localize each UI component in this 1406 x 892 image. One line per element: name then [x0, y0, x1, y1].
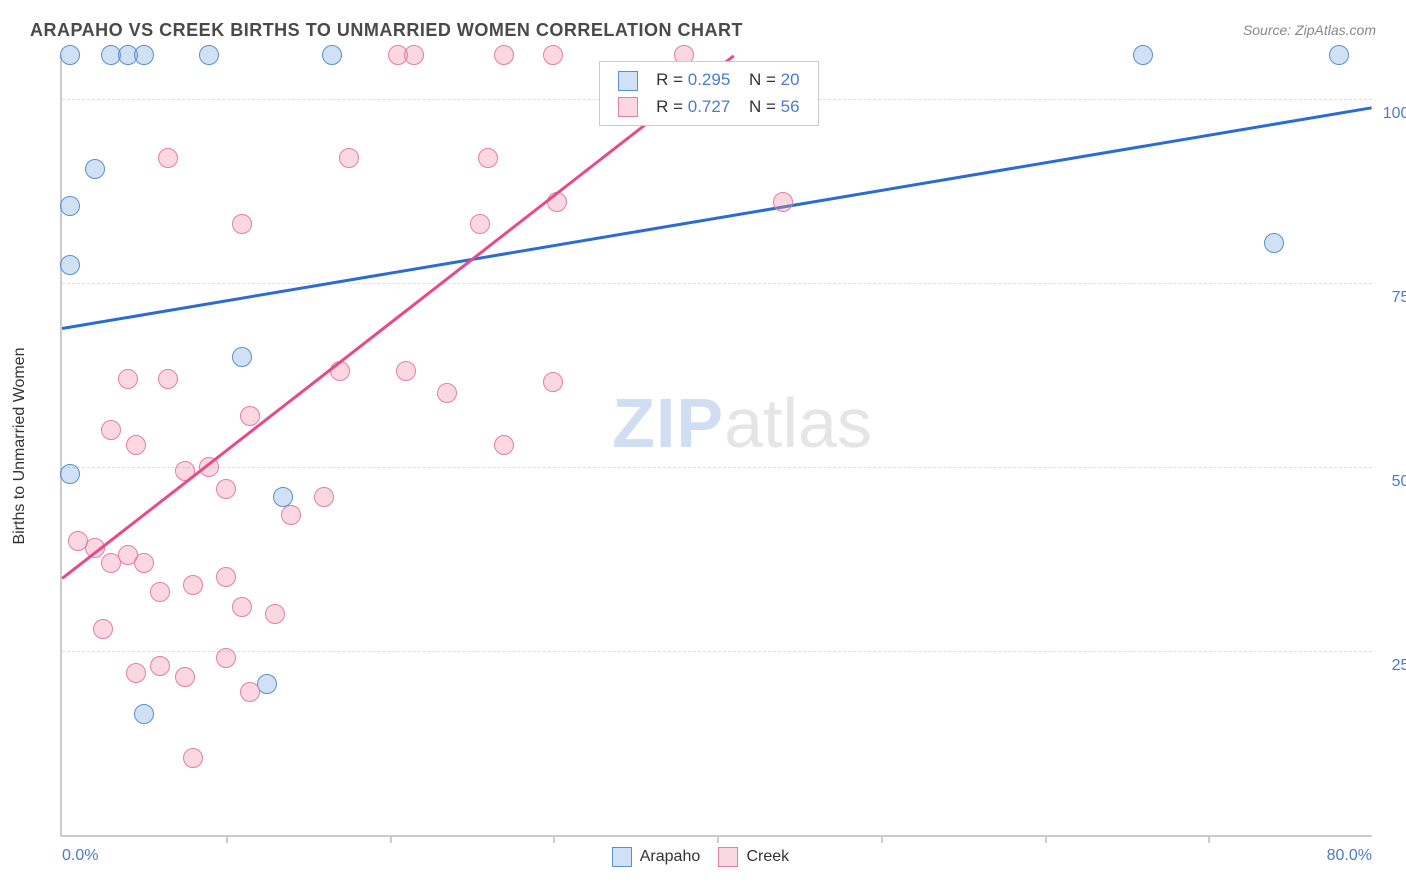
gridline [62, 467, 1372, 468]
data-point [150, 656, 170, 676]
source-attribution: Source: ZipAtlas.com [1243, 22, 1376, 38]
x-tick [881, 835, 883, 843]
data-point [773, 192, 793, 212]
data-point [126, 435, 146, 455]
data-point [396, 361, 416, 381]
data-point [158, 369, 178, 389]
data-point [1329, 45, 1349, 65]
data-point [437, 383, 457, 403]
data-point [118, 369, 138, 389]
data-point [60, 464, 80, 484]
correlation-legend: R = 0.295 N = 20R = 0.727 N = 56 [599, 61, 819, 126]
data-point [543, 45, 563, 65]
x-tick [390, 835, 392, 843]
x-tick-label: 80.0% [1327, 847, 1372, 865]
data-point [216, 567, 236, 587]
data-point [232, 347, 252, 367]
x-tick [1208, 835, 1210, 843]
x-tick [553, 835, 555, 843]
data-point [183, 748, 203, 768]
data-point [232, 214, 252, 234]
data-point [85, 159, 105, 179]
data-point [60, 255, 80, 275]
data-point [281, 505, 301, 525]
legend-label: Arapaho [640, 848, 701, 865]
data-point [240, 682, 260, 702]
data-point [314, 487, 334, 507]
data-point [322, 45, 342, 65]
data-point [175, 667, 195, 687]
data-point [199, 45, 219, 65]
data-point [470, 214, 490, 234]
gridline [62, 651, 1372, 652]
data-point [134, 45, 154, 65]
x-tick [717, 835, 719, 843]
data-point [134, 704, 154, 724]
data-point [60, 45, 80, 65]
data-point [216, 479, 236, 499]
data-point [240, 406, 260, 426]
trend-line [62, 107, 1372, 330]
x-tick [1045, 835, 1047, 843]
x-tick [226, 835, 228, 843]
data-point [1133, 45, 1153, 65]
gridline [62, 283, 1372, 284]
series-legend: Arapaho Creek [612, 847, 807, 867]
y-tick-label: 75.0% [1377, 289, 1406, 307]
y-tick-label: 100.0% [1377, 105, 1406, 123]
data-point [183, 575, 203, 595]
data-point [150, 582, 170, 602]
x-tick-label: 0.0% [62, 847, 98, 865]
data-point [232, 597, 252, 617]
data-point [273, 487, 293, 507]
data-point [101, 420, 121, 440]
data-point [93, 619, 113, 639]
data-point [543, 372, 563, 392]
chart-title: ARAPAHO VS CREEK BIRTHS TO UNMARRIED WOM… [30, 20, 743, 41]
y-axis-label: Births to Unmarried Women [11, 347, 29, 544]
watermark: ZIPatlas [612, 383, 872, 463]
trend-line [61, 55, 734, 579]
data-point [60, 196, 80, 216]
data-point [126, 663, 146, 683]
data-point [404, 45, 424, 65]
data-point [547, 192, 567, 212]
data-point [158, 148, 178, 168]
legend-label: Creek [746, 848, 789, 865]
data-point [265, 604, 285, 624]
scatter-plot-area: ZIPatlas 25.0%50.0%75.0%100.0%0.0%80.0%R… [60, 55, 1372, 837]
data-point [216, 648, 236, 668]
y-tick-label: 25.0% [1377, 657, 1406, 675]
data-point [134, 553, 154, 573]
data-point [339, 148, 359, 168]
data-point [478, 148, 498, 168]
y-tick-label: 50.0% [1377, 473, 1406, 491]
data-point [1264, 233, 1284, 253]
data-point [494, 435, 514, 455]
data-point [494, 45, 514, 65]
